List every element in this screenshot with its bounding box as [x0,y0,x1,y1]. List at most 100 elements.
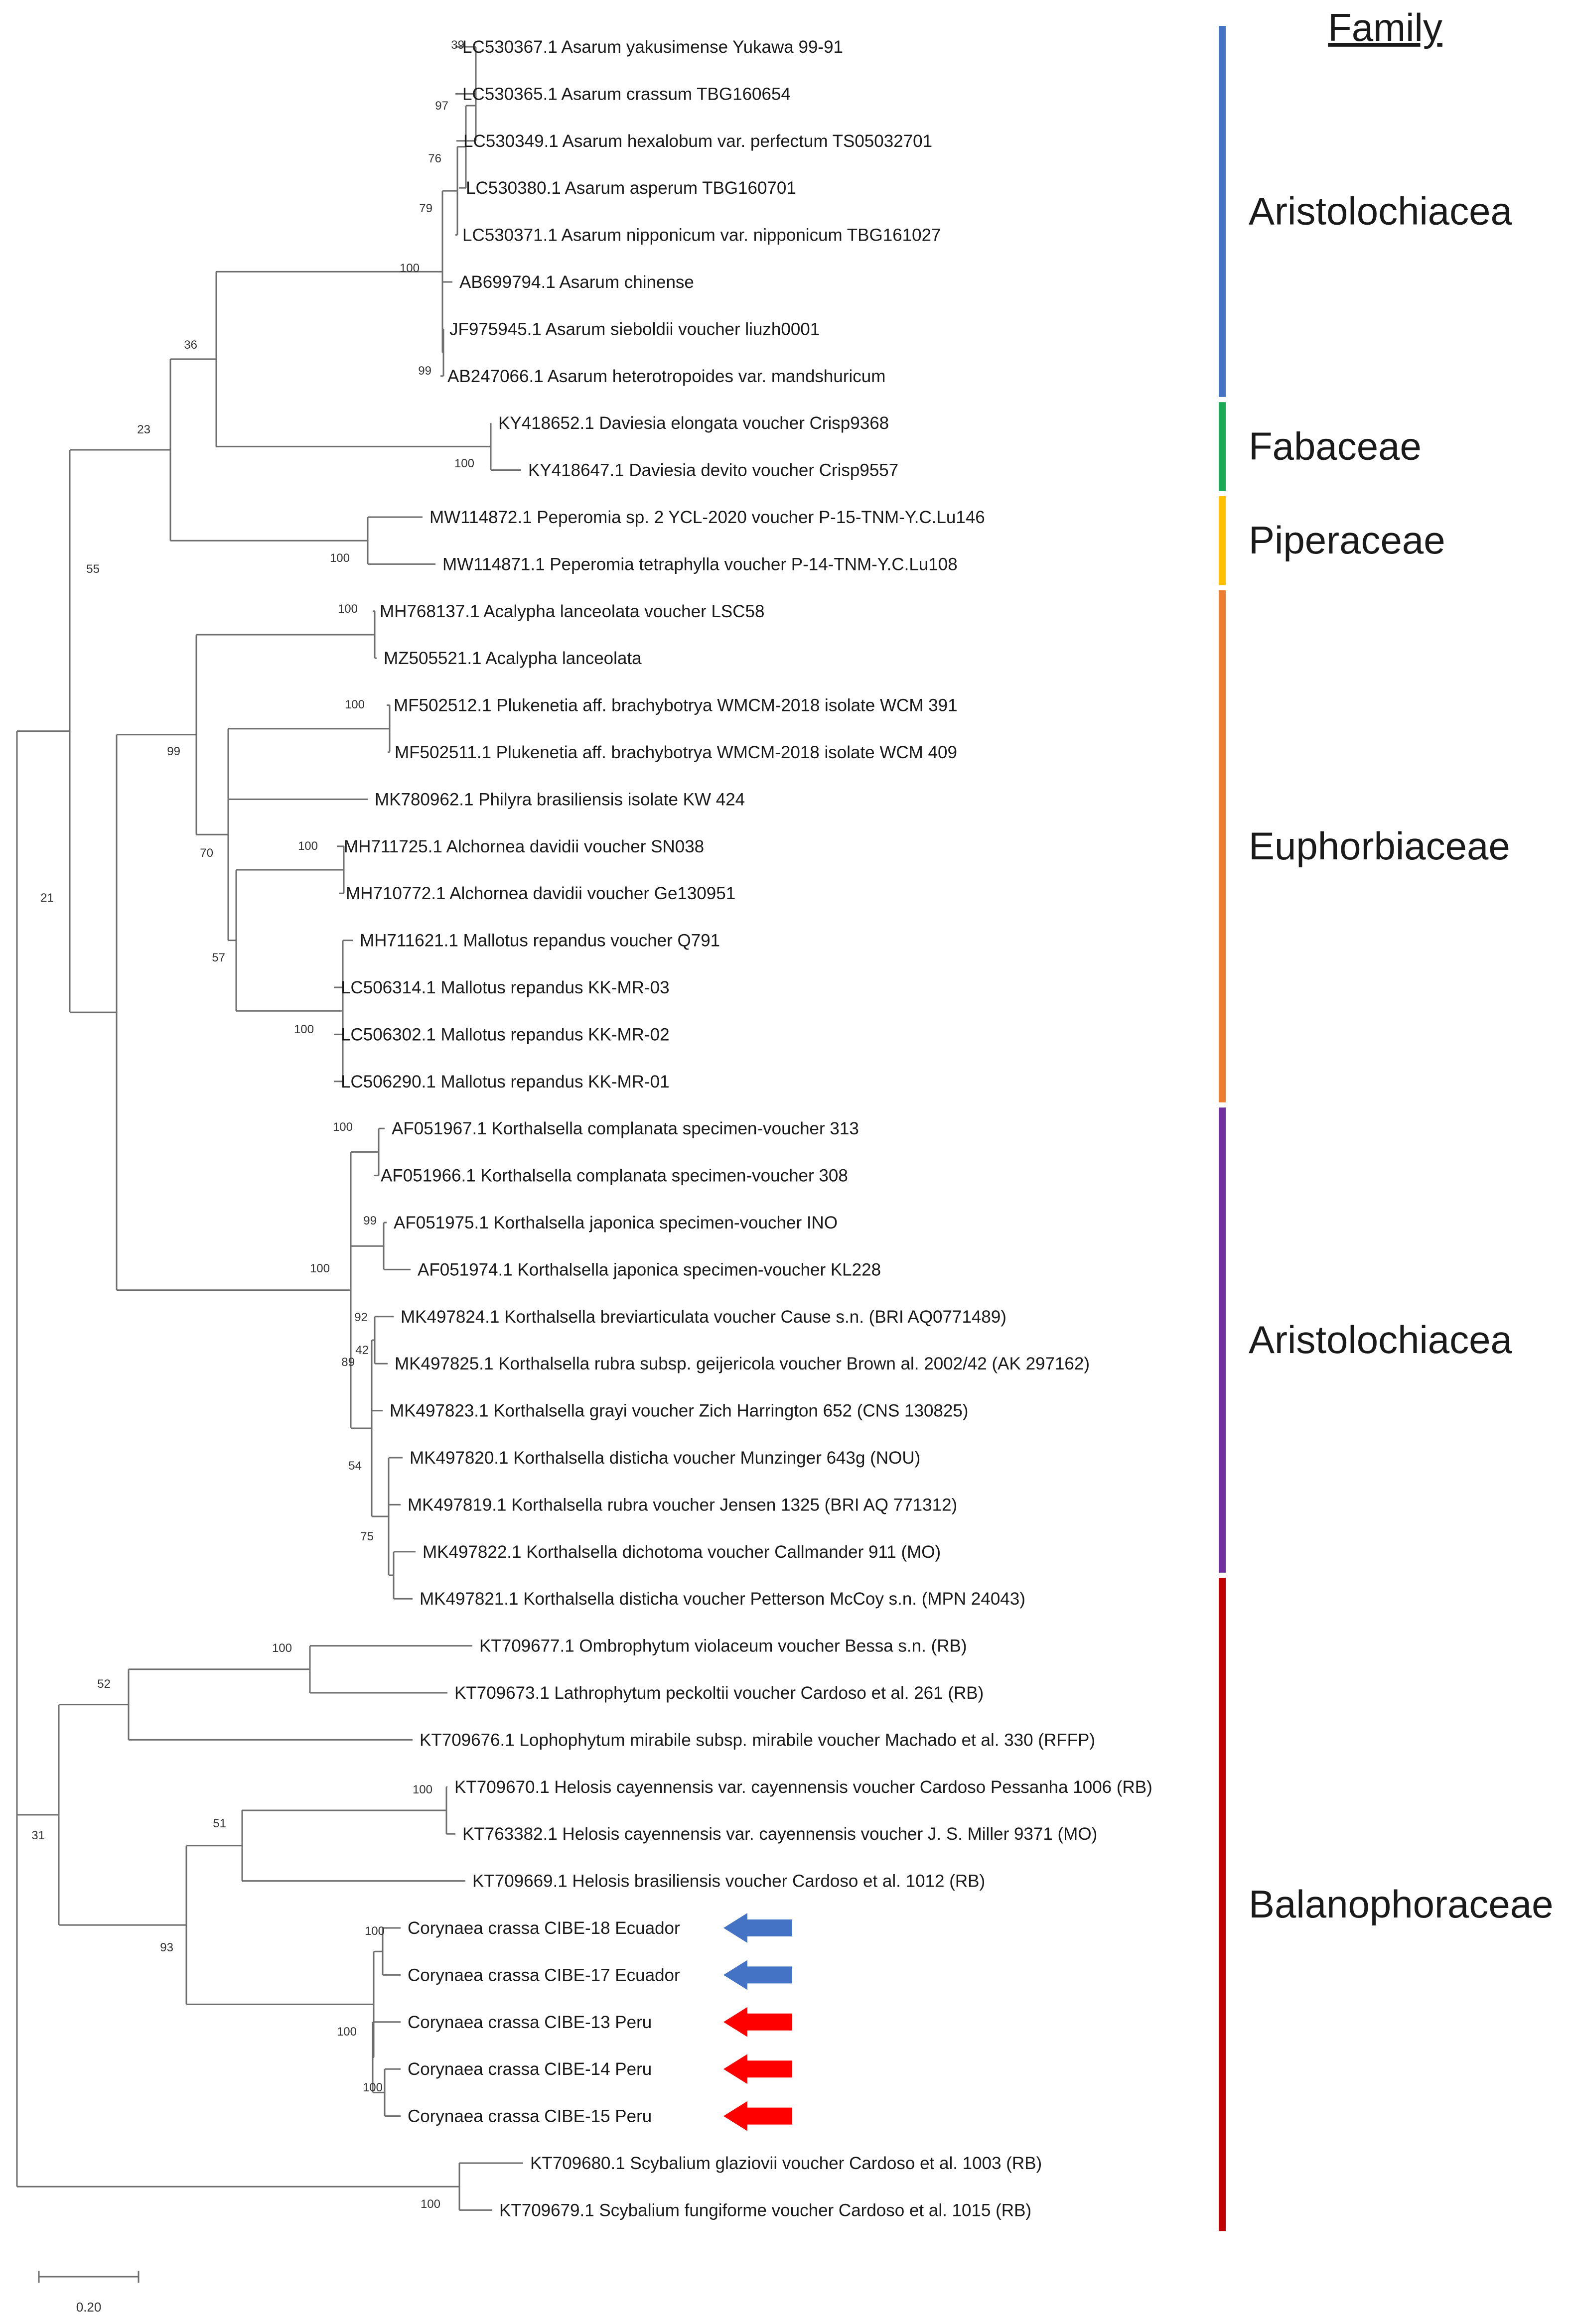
bootstrap-labels: 39 97 76 79 99 100 100 36 100 23 100 100 70 100 100 57 9… [31,38,474,2211]
bootstrap-value: 100 [338,602,358,616]
leaf-label: MK497825.1 Korthalsella rubra subsp. gei… [395,1354,1090,1373]
bootstrap-value: 55 [86,562,100,576]
bootstrap-value: 97 [435,99,448,113]
bootstrap-value: 100 [413,1783,432,1796]
leaf-label: KT709680.1 Scybalium glaziovii voucher C… [530,2154,1042,2173]
leaf-label: LC530365.1 Asarum crassum TBG160654 [462,84,791,104]
tree-branches [16,46,523,2211]
bootstrap-value: 99 [363,1214,377,1228]
bootstrap-value: 100 [421,2197,440,2211]
bootstrap-value: 100 [294,1023,314,1036]
leaf-label: MW114872.1 Peperomia sp. 2 YCL-2020 vouc… [429,508,985,527]
family-bar [1219,590,1226,1102]
bootstrap-value: 54 [348,1459,362,1473]
family-name: Aristolochiacea [1249,1318,1513,1362]
leaf-label: AF051966.1 Korthalsella complanata speci… [381,1166,848,1186]
bootstrap-value: 100 [400,262,420,275]
family-name: Fabaceae [1249,424,1422,468]
family-heading: Family [1328,5,1442,49]
leaf-label: Corynaea crassa CIBE-14 Peru [408,2059,652,2079]
family-bar [1219,1578,1226,2231]
sample-arrows [723,1913,792,2131]
bootstrap-value: 75 [360,1530,374,1543]
bootstrap-value: 42 [355,1344,369,1357]
leaf-label: AF051974.1 Korthalsella japonica specime… [418,1260,881,1279]
leaf-label: MK497820.1 Korthalsella disticha voucher… [410,1448,920,1468]
leaf-label: MK497819.1 Korthalsella rubra voucher Je… [408,1495,957,1514]
leaf-label: AB247066.1 Asarum heterotropoides var. m… [447,367,885,386]
leaf-label: KY418652.1 Daviesia elongata voucher Cri… [498,413,889,433]
family-bar [1219,1107,1226,1573]
leaf-label: LC506302.1 Mallotus repandus KK-MR-02 [341,1025,670,1044]
sample-arrow [723,2101,792,2131]
leaf-label: Corynaea crassa CIBE-15 Peru [408,2107,652,2126]
leaf-label: MW114871.1 Peperomia tetraphylla voucher… [442,554,958,574]
leaf-label: KT709669.1 Helosis brasiliensis voucher … [472,1872,985,1891]
family-bar [1219,402,1226,491]
bootstrap-value: 100 [365,1924,385,1938]
family-name: Aristolochiacea [1249,189,1513,233]
sample-arrow [723,1960,792,1990]
leaf-label: MK780962.1 Philyra brasiliensis isolate … [375,790,745,809]
family-name: Euphorbiaceae [1249,824,1510,868]
leaf-labels: LC530367.1 Asarum yakusimense Yukawa 99-… [341,37,1152,2220]
bootstrap-value: 100 [454,457,474,470]
leaf-label: MH711725.1 Alchornea davidii voucher SN0… [344,837,704,856]
bootstrap-value: 100 [272,1641,292,1655]
bootstrap-value: 100 [363,2081,383,2094]
bootstrap-value: 100 [310,1262,330,1275]
leaf-label: LC506314.1 Mallotus repandus KK-MR-03 [341,978,670,997]
leaf-label: AB699794.1 Asarum chinense [459,273,694,292]
sample-arrow [723,2054,792,2084]
leaf-label: AF051975.1 Korthalsella japonica specime… [394,1213,838,1232]
leaf-label: AF051967.1 Korthalsella complanata speci… [392,1119,859,1138]
leaf-label: KT709676.1 Lophophytum mirabile subsp. m… [420,1730,1095,1750]
bootstrap-value: 89 [341,1356,355,1369]
bootstrap-value: 36 [184,338,197,352]
leaf-label: MK497821.1 Korthalsella disticha voucher… [420,1589,1025,1609]
leaf-label: MK497823.1 Korthalsella grayi voucher Zi… [390,1401,968,1421]
leaf-label: Corynaea crassa CIBE-18 Ecuador [408,1918,680,1938]
leaf-label: MZ505521.1 Acalypha lanceolata [384,649,642,668]
bootstrap-value: 57 [212,951,225,964]
bootstrap-value: 21 [40,891,54,905]
leaf-label: KT709673.1 Lathrophytum peckoltii vouche… [454,1683,984,1703]
bootstrap-value: 23 [137,423,150,436]
leaf-label: MF502511.1 Plukenetia aff. brachybotrya … [395,743,957,762]
bootstrap-value: 79 [419,202,432,215]
leaf-label: MK497822.1 Korthalsella dichotoma vouche… [423,1542,941,1562]
bootstrap-value: 92 [354,1311,368,1324]
leaf-label: KT763382.1 Helosis cayennensis var. caye… [462,1824,1097,1844]
sample-arrow [723,1913,792,1943]
bootstrap-value: 93 [160,1941,173,1954]
bootstrap-value: 52 [97,1677,111,1691]
bootstrap-value: 99 [418,364,431,378]
bootstrap-value: 100 [298,839,318,853]
leaf-label: LC530367.1 Asarum yakusimense Yukawa 99-… [462,37,843,57]
leaf-label: KT709670.1 Helosis cayennensis var. caye… [454,1777,1152,1797]
leaf-label: MH711621.1 Mallotus repandus voucher Q79… [360,931,720,951]
bootstrap-value: 76 [428,152,441,165]
family-bars: Aristolochiacea Fabaceae Piperaceae Euphorb… [1219,26,1554,2231]
bootstrap-value: 31 [31,1829,45,1842]
scale-bar: 0.20 [38,2271,140,2315]
leaf-label: LC530371.1 Asarum nipponicum var. nippon… [462,226,941,245]
family-name: Balanophoraceae [1249,1882,1554,1926]
leaf-label: KT709677.1 Ombrophytum violaceum voucher… [479,1637,967,1656]
family-bar [1219,496,1226,585]
leaf-label: LC530380.1 Asarum asperum TBG160701 [466,178,796,198]
leaf-label: MH768137.1 Acalypha lanceolata voucher L… [380,602,764,621]
sample-arrow [723,2007,792,2037]
leaf-label: MF502512.1 Plukenetia aff. brachybotrya … [394,696,958,715]
family-bar [1219,26,1226,397]
leaf-label: KY418647.1 Daviesia devito voucher Crisp… [528,461,898,480]
bootstrap-value: 51 [213,1817,226,1830]
leaf-label: JF975945.1 Asarum sieboldii voucher liuz… [449,319,820,339]
leaf-label: LC506290.1 Mallotus repandus KK-MR-01 [341,1072,670,1092]
bootstrap-value: 100 [345,698,365,711]
bootstrap-value: 39 [451,38,464,52]
bootstrap-value: 100 [330,551,350,565]
leaf-label: MH710772.1 Alchornea davidii voucher Ge1… [346,884,735,903]
bootstrap-value: 100 [337,2025,357,2039]
